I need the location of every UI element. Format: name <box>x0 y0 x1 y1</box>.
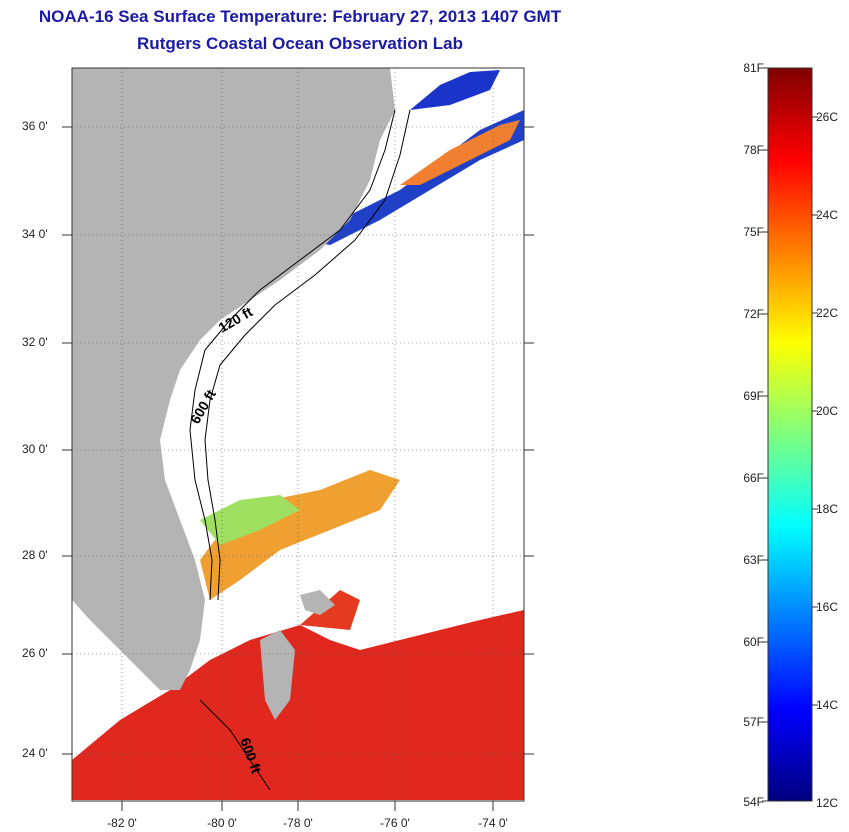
lon-label: -74 0' <box>478 816 508 830</box>
colorbar-f-label: 69F <box>743 389 764 403</box>
cold-water-region-2 <box>410 70 500 110</box>
colorbar-f-label: 72F <box>743 307 764 321</box>
colorbar-f-label: 78F <box>743 143 764 157</box>
colorbar-c-label: 22C <box>816 306 839 320</box>
contour-120ft <box>189 109 396 601</box>
colorbar-f-label: 54F <box>743 795 764 809</box>
warm-streak-north <box>400 120 520 185</box>
colorbar-f-label: 60F <box>743 635 764 649</box>
lat-label: 26 0' <box>22 646 48 660</box>
lat-label: 24 0' <box>22 746 48 760</box>
graticule <box>72 68 524 801</box>
colorbar-c-label: 20C <box>816 404 839 418</box>
colorbar-c-label: 16C <box>816 600 839 614</box>
lat-label: 28 0' <box>22 548 48 562</box>
bahamas-land <box>260 630 295 720</box>
colorbar-c-label: 12C <box>816 796 839 810</box>
colorbar-f-label: 66F <box>743 471 764 485</box>
colorbar-f-label: 63F <box>743 553 764 567</box>
map-title: NOAA-16 Sea Surface Temperature: Februar… <box>38 7 562 26</box>
colorbar-ticks <box>762 67 818 802</box>
colorbar-f-label: 57F <box>743 715 764 729</box>
contour-600ft <box>204 109 411 601</box>
lat-label: 34 0' <box>22 227 48 241</box>
colorbar-c-label: 14C <box>816 698 839 712</box>
mixed-patch-gulfstream-2 <box>200 495 300 545</box>
contour-600ft-south <box>199 699 271 791</box>
map-subtitle: Rutgers Coastal Ocean Observation Lab <box>137 34 463 53</box>
colorbar-f-label: 81F <box>743 61 764 75</box>
colorbar-gradient <box>767 67 813 802</box>
lon-label: -82 0' <box>107 816 137 830</box>
colorbar-c-label: 26C <box>816 110 839 124</box>
lat-label: 30 0' <box>22 442 48 456</box>
warm-water-region-2 <box>300 590 360 630</box>
lon-label: -80 0' <box>207 816 237 830</box>
axis-ticks <box>62 126 534 811</box>
lat-label: 32 0' <box>22 335 48 349</box>
lat-label: 36 0' <box>22 119 48 133</box>
lon-label: -76 0' <box>380 816 410 830</box>
mixed-patch-gulfstream <box>200 470 400 600</box>
colorbar-c-label: 18C <box>816 502 839 516</box>
colorbar-c-label: 24C <box>816 208 839 222</box>
land-mass <box>72 68 395 690</box>
colorbar-f-label: 75F <box>743 225 764 239</box>
bahamas-land-2 <box>300 590 335 615</box>
lon-label: -78 0' <box>283 816 313 830</box>
